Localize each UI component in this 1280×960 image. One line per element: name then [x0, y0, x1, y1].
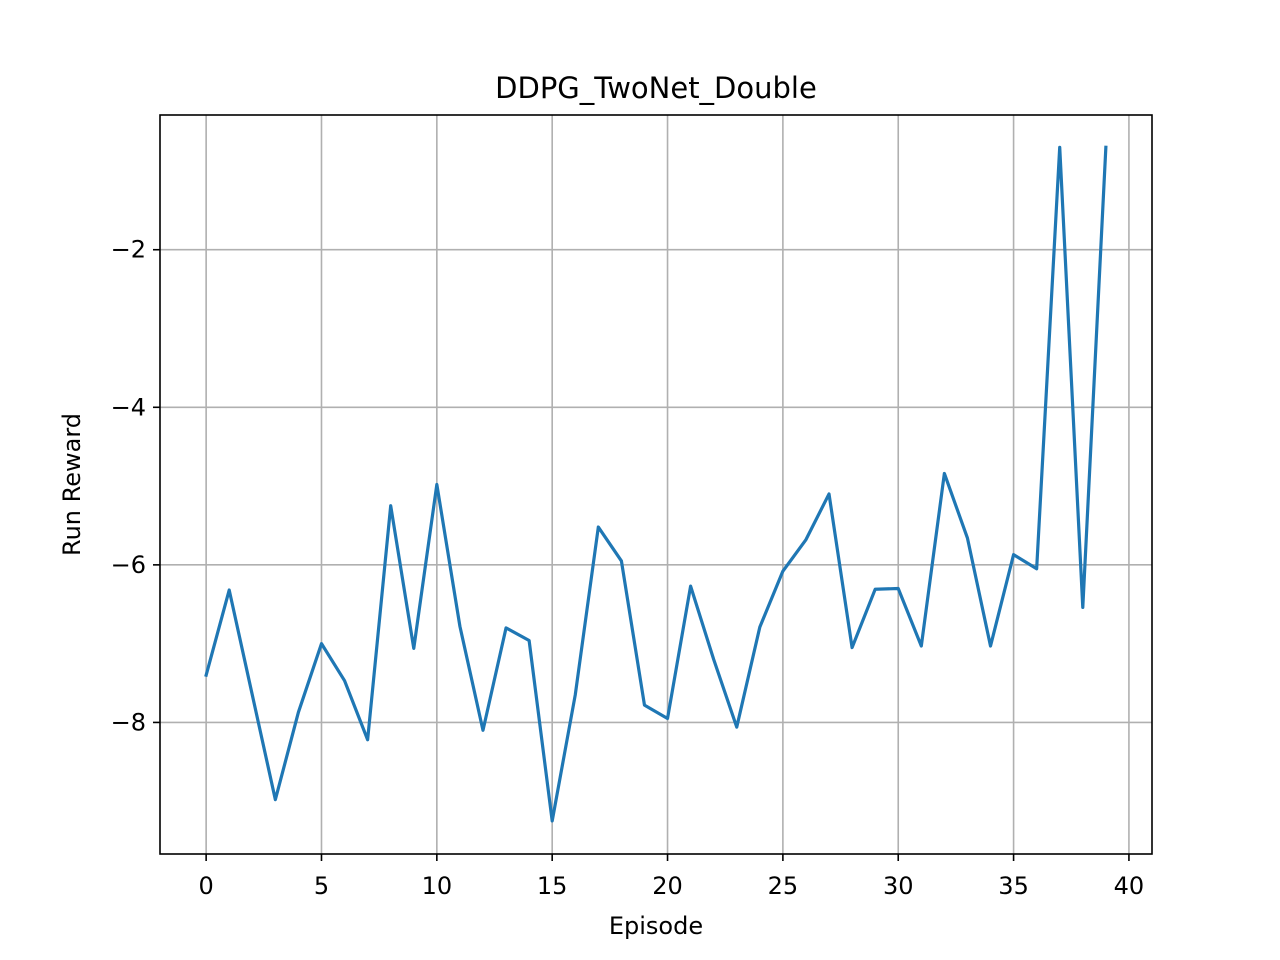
x-tick-label: 10 [422, 872, 453, 900]
y-axis-label: Run Reward [58, 413, 86, 556]
series-line-1 [204, 145, 1108, 823]
y-tick-label: −4 [111, 393, 146, 421]
x-tick-label: 20 [652, 872, 683, 900]
x-tick-label: 35 [998, 872, 1029, 900]
axis-ticks: 0 5 10 15 20 25 30 35 40 −8 −6 −4 −2 [111, 236, 1145, 900]
x-tick-label: 0 [198, 872, 213, 900]
x-tick-label: 15 [537, 872, 568, 900]
y-tick-label: −8 [111, 708, 146, 736]
y-tick-label: −6 [111, 551, 146, 579]
chart-title: DDPG_TwoNet_Double [495, 71, 817, 105]
x-tick-label: 30 [883, 872, 914, 900]
series-layer [204, 145, 1108, 823]
x-tick-label: 40 [1114, 872, 1145, 900]
x-tick-label: 5 [314, 872, 329, 900]
x-axis-label: Episode [609, 912, 703, 940]
plot-area-frame [159, 114, 1153, 855]
y-tick-label: −2 [111, 236, 146, 264]
x-tick-label: 25 [768, 872, 799, 900]
